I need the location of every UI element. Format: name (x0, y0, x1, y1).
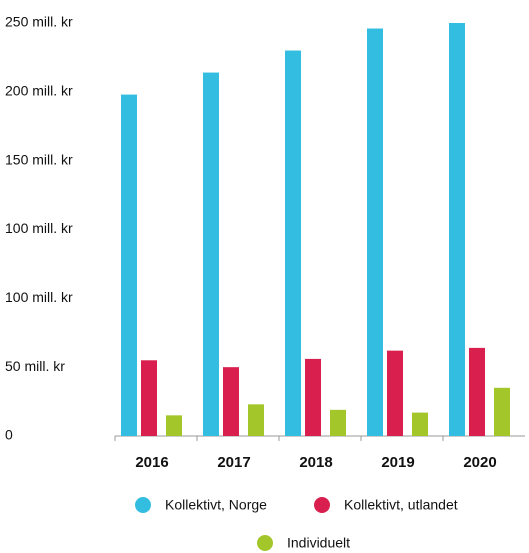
bar (367, 28, 383, 437)
x-tick-label: 2017 (217, 454, 250, 471)
y-tick-label: 100 mill. kr (5, 289, 73, 305)
bar (141, 360, 157, 436)
bar (449, 23, 465, 436)
bar (469, 347, 485, 436)
y-tick-label: 50 mill. kr (5, 358, 65, 374)
bar (121, 94, 137, 436)
bar (330, 409, 346, 436)
y-tick-label: 150 mill. kr (5, 151, 73, 167)
x-tick-label: 2020 (463, 454, 496, 471)
legend-label: Kollektivt, Norge (165, 497, 267, 513)
bar (203, 72, 219, 436)
y-tick-label: 200 mill. kr (5, 83, 73, 99)
x-tick-label: 2019 (381, 454, 414, 471)
y-tick-label: 250 mill. kr (5, 14, 73, 30)
y-tick-label: 100 mill. kr (5, 220, 73, 236)
bar (285, 50, 301, 437)
bar (387, 350, 403, 436)
bar (166, 415, 182, 436)
x-tick-label: 2016 (135, 454, 168, 471)
legend-swatch (257, 535, 273, 551)
bar (494, 387, 510, 436)
legend-label: Individuelt (287, 535, 350, 551)
bar (412, 412, 428, 436)
legend-label: Kollektivt, utlandet (344, 497, 458, 513)
bar (305, 358, 321, 436)
bar (248, 404, 264, 436)
y-tick-label: 0 (5, 427, 13, 443)
x-tick-label: 2018 (299, 454, 332, 471)
legend-swatch (314, 497, 330, 513)
bar (223, 367, 239, 436)
legend-swatch (135, 497, 151, 513)
